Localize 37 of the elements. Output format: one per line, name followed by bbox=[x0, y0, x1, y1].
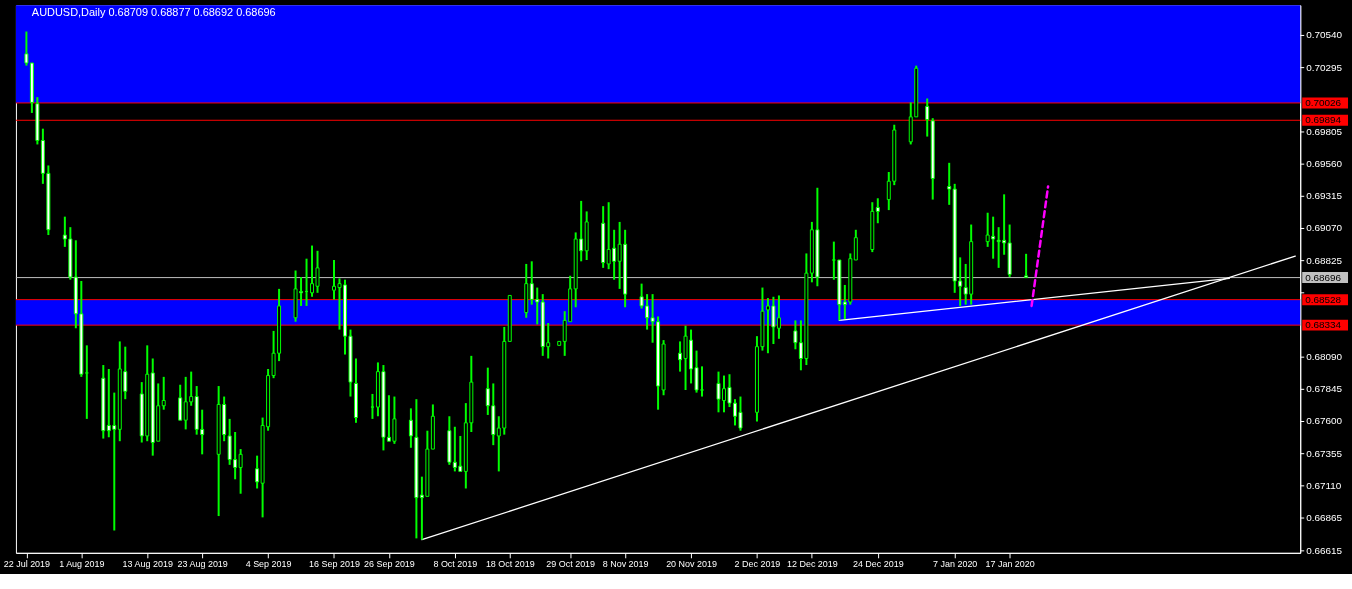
y-tick-label: 0.66615 bbox=[1306, 544, 1343, 556]
x-tick-label: 20 Nov 2019 bbox=[666, 559, 717, 570]
x-tick-label: 8 Oct 2019 bbox=[433, 559, 478, 570]
x-tick-label: 23 Aug 2019 bbox=[177, 559, 228, 570]
chart-title: AUDUSD,Daily 0.68709 0.68877 0.68692 0.68696 bbox=[31, 6, 276, 19]
y-tick-label: 0.69805 bbox=[1306, 125, 1343, 137]
y-tick-label: 0.70540 bbox=[1306, 29, 1343, 41]
ref-line-label: 0.68696 bbox=[1305, 271, 1342, 283]
x-tick-label: 1 Aug 2019 bbox=[59, 559, 105, 570]
y-tick-label: 0.67110 bbox=[1306, 479, 1342, 491]
x-tick-label: 7 Jan 2020 bbox=[933, 559, 978, 570]
x-tick-label: 26 Sep 2019 bbox=[364, 559, 415, 570]
y-tick-label: 0.67845 bbox=[1306, 383, 1343, 395]
x-tick-label: 22 Jul 2019 bbox=[3, 559, 51, 570]
x-tick-label: 8 Nov 2019 bbox=[602, 559, 649, 570]
x-tick-label: 4 Sep 2019 bbox=[245, 559, 292, 570]
x-tick-label: 16 Sep 2019 bbox=[309, 559, 360, 570]
x-tick-label: 17 Jan 2020 bbox=[985, 559, 1035, 570]
ref-line-label: 0.70026 bbox=[1305, 96, 1342, 108]
x-tick-label: 18 Oct 2019 bbox=[485, 559, 535, 570]
y-tick-label: 0.69560 bbox=[1306, 158, 1343, 170]
y-tick-label: 0.69070 bbox=[1306, 222, 1343, 234]
y-tick-label: 0.70295 bbox=[1306, 61, 1343, 73]
y-tick-label: 0.68090 bbox=[1306, 351, 1343, 363]
x-tick-label: 2 Dec 2019 bbox=[734, 559, 781, 570]
y-tick-label: 0.67600 bbox=[1306, 415, 1343, 427]
ref-line-label: 0.69894 bbox=[1305, 114, 1342, 126]
y-tick-label: 0.68825 bbox=[1306, 254, 1343, 266]
x-tick-label: 12 Dec 2019 bbox=[786, 559, 838, 570]
ref-line-label: 0.68528 bbox=[1305, 293, 1342, 305]
y-tick-label: 0.66865 bbox=[1306, 512, 1343, 524]
ref-line-label: 0.68334 bbox=[1305, 319, 1342, 331]
x-tick-label: 13 Aug 2019 bbox=[122, 559, 173, 570]
y-tick-label: 0.69315 bbox=[1306, 190, 1343, 202]
y-tick-label: 0.67355 bbox=[1306, 447, 1343, 459]
x-tick-label: 29 Oct 2019 bbox=[546, 559, 596, 570]
x-tick-label: 24 Dec 2019 bbox=[852, 559, 904, 570]
